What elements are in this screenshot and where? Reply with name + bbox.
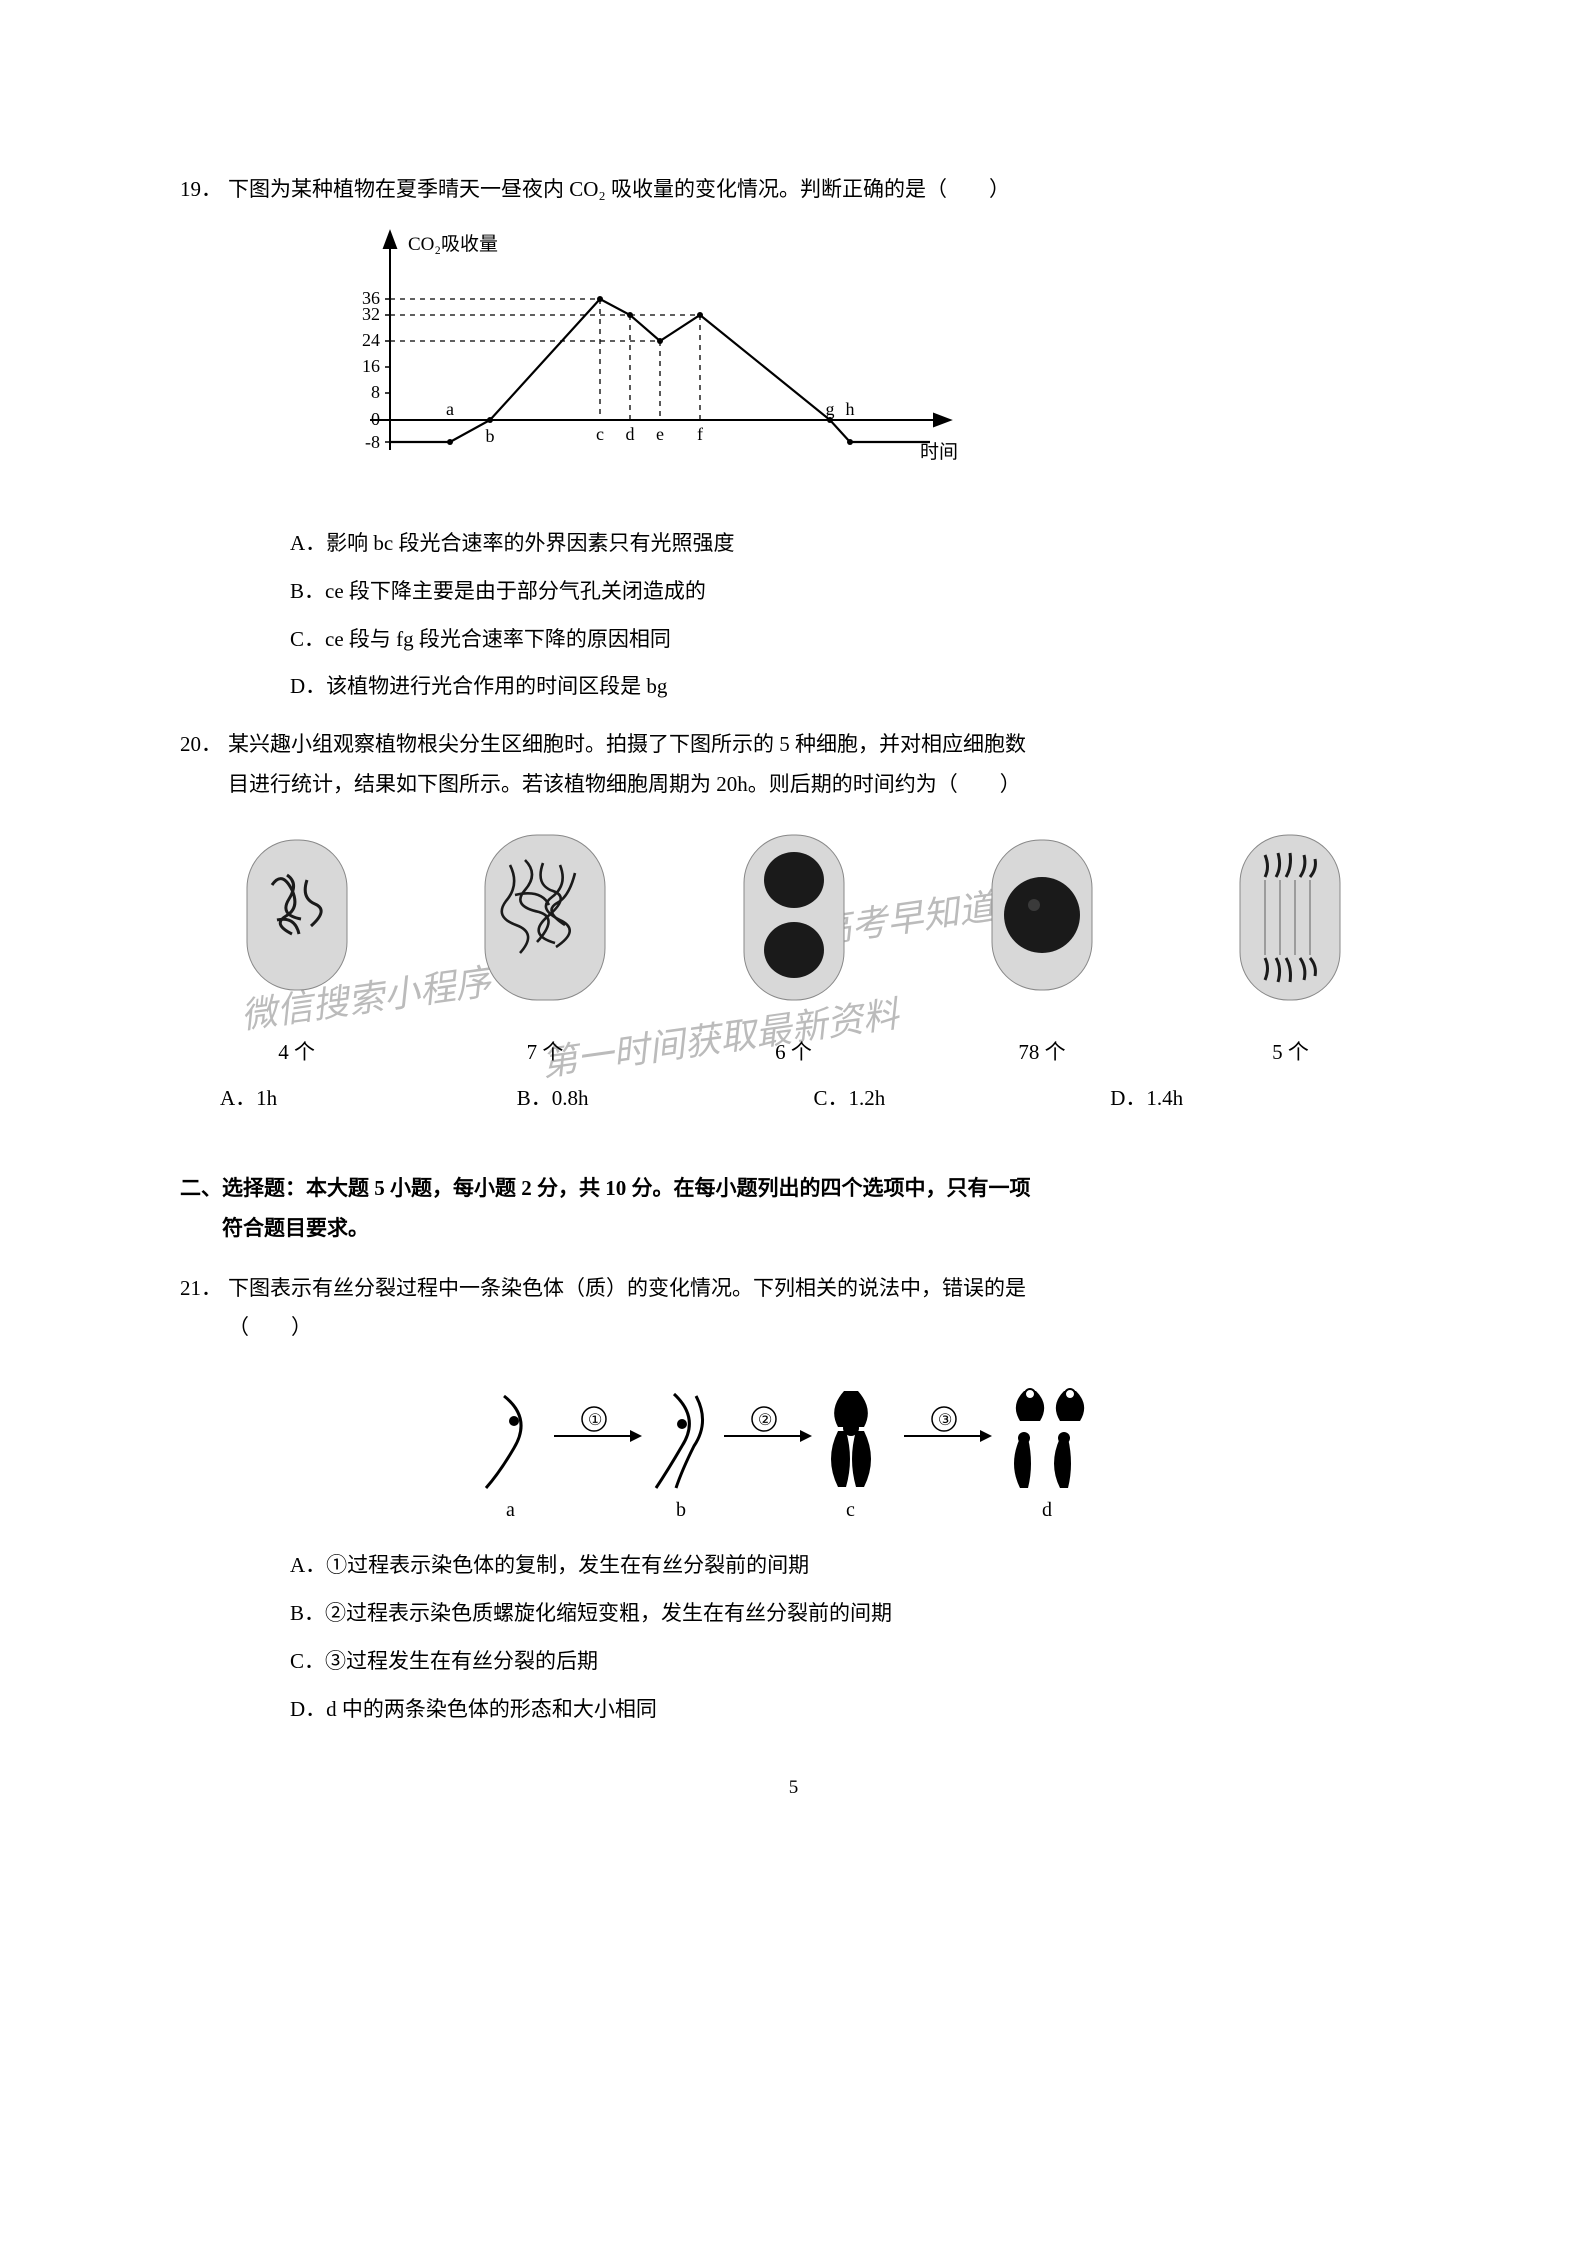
q21-options: A．①过程表示染色体的复制，发生在有丝分裂前的间期 B．②过程表示染色质螺旋化缩… (180, 1546, 1407, 1730)
svg-text:c: c (846, 1499, 855, 1521)
q21-number: 21． (180, 1269, 228, 1309)
q21-option-d: D．d 中的两条染色体的形态和大小相同 (290, 1690, 1407, 1730)
svg-text:f: f (697, 424, 703, 444)
svg-text:d: d (1042, 1499, 1052, 1521)
cell-anaphase: 5 个 (1174, 825, 1407, 1073)
cell-count-1: 4 个 (180, 1033, 413, 1073)
q19-option-c: C．ce 段与 fg 段光合速率下降的原因相同 (290, 620, 1407, 660)
q20-option-b: B．0.8h (517, 1079, 814, 1119)
section-2-line1: 二、选择题：本大题 5 小题，每小题 2 分，共 10 分。在每小题列出的四个选… (180, 1176, 1031, 1200)
svg-text:8: 8 (371, 382, 380, 402)
cell-count-4: 78 个 (925, 1033, 1158, 1073)
svg-text:c: c (596, 424, 604, 444)
svg-text:-8: -8 (365, 432, 380, 452)
svg-text:16: 16 (362, 356, 380, 376)
q21-option-c: C．③过程发生在有丝分裂的后期 (290, 1642, 1407, 1682)
question-19: 19．下图为某种植物在夏季晴天一昼夜内 CO₂ 吸收量的变化情况。判断正确的是（… (180, 170, 1407, 707)
q19-number: 19． (180, 170, 228, 210)
svg-text:36: 36 (362, 288, 380, 308)
y-axis-label: CO₂吸收量 (408, 233, 498, 255)
q20-options: A．1h B．0.8h C．1.2h D．1.4h (180, 1079, 1407, 1119)
q19-chart: -8 0 8 16 24 32 36 CO₂吸收量 (280, 220, 1407, 514)
q20-option-d: D．1.4h (1110, 1079, 1407, 1119)
svg-text:h: h (846, 399, 855, 419)
svg-text:②: ② (758, 1412, 772, 1429)
q20-option-a: A．1h (220, 1079, 517, 1119)
q19-option-d: D．该植物进行光合作用的时间区段是 bg (290, 667, 1407, 707)
svg-text:b: b (676, 1499, 686, 1521)
cell-interphase: 78 个 (925, 825, 1158, 1073)
question-21: 21．下图表示有丝分裂过程中一条染色体（质）的变化情况。下列相关的说法中，错误的… (180, 1269, 1407, 1730)
q21-paren: （ ） (180, 1308, 1407, 1348)
cell-count-2: 7 个 (428, 1033, 661, 1073)
svg-text:a: a (446, 399, 454, 419)
q19-text: 下图为某种植物在夏季晴天一昼夜内 CO₂ 吸收量的变化情况。判断正确的是（ ） (228, 177, 1010, 201)
cell-metaphase: 7 个 (428, 825, 661, 1073)
q21-text: 下图表示有丝分裂过程中一条染色体（质）的变化情况。下列相关的说法中，错误的是 (228, 1276, 1026, 1300)
q20-option-c: C．1.2h (814, 1079, 1111, 1119)
cell-count-5: 5 个 (1174, 1033, 1407, 1073)
svg-text:0: 0 (371, 409, 380, 429)
svg-text:a: a (506, 1499, 515, 1521)
svg-text:d: d (626, 424, 635, 444)
cell-telophase: 6 个 (677, 825, 910, 1073)
q21-diagram: a ① b ② c (444, 1366, 1144, 1536)
x-axis-label: 时间 (920, 441, 958, 463)
svg-text:b: b (486, 426, 495, 446)
svg-text:③: ③ (938, 1412, 952, 1429)
section-2-header: 二、选择题：本大题 5 小题，每小题 2 分，共 10 分。在每小题列出的四个选… (180, 1169, 1407, 1249)
svg-text:g: g (826, 399, 835, 419)
q20-text-1: 某兴趣小组观察植物根尖分生区细胞时。拍摄了下图所示的 5 种细胞，并对相应细胞数 (228, 732, 1026, 756)
svg-text:24: 24 (362, 330, 380, 350)
cell-prophase: 4 个 (180, 825, 413, 1073)
page-number: 5 (180, 1770, 1407, 1806)
question-20: 20．某兴趣小组观察植物根尖分生区细胞时。拍摄了下图所示的 5 种细胞，并对相应… (180, 725, 1407, 1118)
q21-option-a: A．①过程表示染色体的复制，发生在有丝分裂前的间期 (290, 1546, 1407, 1586)
q20-cells-figure: "高考早知道" 微信搜索小程序 第一时间获取最新资料 4 个 (180, 825, 1407, 1073)
svg-text:①: ① (588, 1412, 602, 1429)
q20-number: 20． (180, 725, 228, 765)
q21-option-b: B．②过程表示染色质螺旋化缩短变粗，发生在有丝分裂前的间期 (290, 1594, 1407, 1634)
q19-option-a: A．影响 bc 段光合速率的外界因素只有光照强度 (290, 524, 1407, 564)
section-2-line2: 符合题目要求。 (180, 1209, 1407, 1249)
q19-options: A．影响 bc 段光合速率的外界因素只有光照强度 B．ce 段下降主要是由于部分… (180, 524, 1407, 708)
q20-text-2: 目进行统计，结果如下图所示。若该植物细胞周期为 20h。则后期的时间约为（ ） (180, 765, 1407, 805)
q19-option-b: B．ce 段下降主要是由于部分气孔关闭造成的 (290, 572, 1407, 612)
svg-text:e: e (656, 424, 664, 444)
cell-count-3: 6 个 (677, 1033, 910, 1073)
